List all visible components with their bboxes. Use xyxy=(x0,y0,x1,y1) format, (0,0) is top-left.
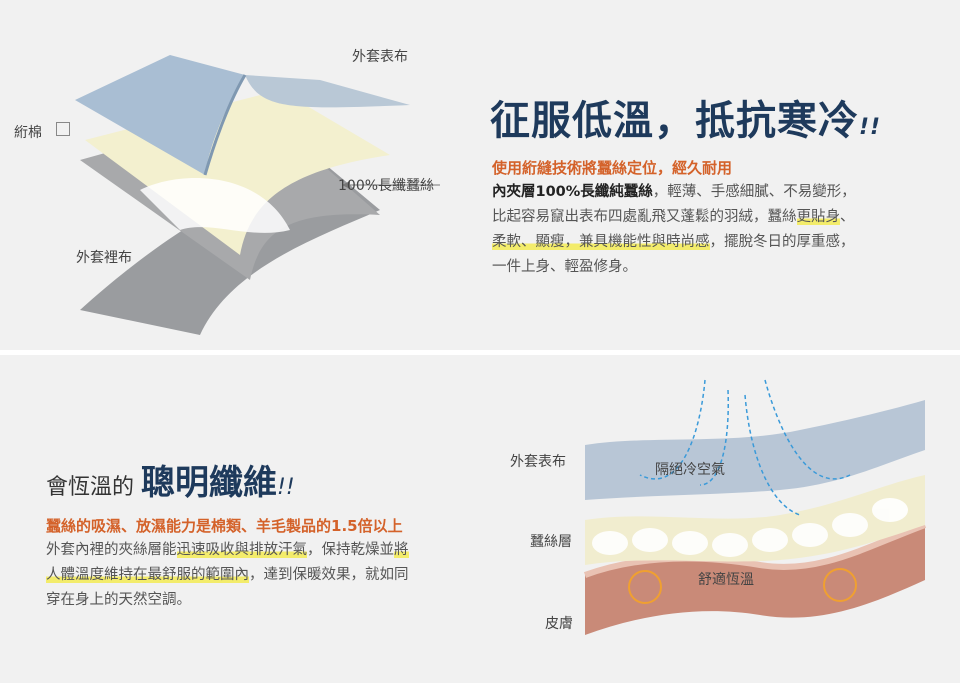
body-highlight: 更貼身 xyxy=(796,209,840,225)
outer-fabric-layer xyxy=(75,55,245,175)
label-lining: 外套裡布 xyxy=(76,250,132,266)
title-main: 聰明纖維 xyxy=(141,463,278,503)
section-body: 內夾層100%長纖純蠶絲，輕薄、手感細膩、不易變形， 比起容易竄出表布四處亂飛又… xyxy=(492,180,856,280)
body-text: ，保持乾燥並 xyxy=(307,542,394,558)
title-prefix: 會恆溫的 xyxy=(46,475,135,500)
label-outer-fabric: 外套表布 xyxy=(510,454,566,470)
skin-layer xyxy=(585,525,925,635)
body-text: 外套內裡的夾絲層能 xyxy=(46,542,177,558)
body-bold: 內夾層100%長纖純蠶絲 xyxy=(492,184,653,200)
body-highlight: 迅速吸收與排放汗氣 xyxy=(176,542,307,558)
label-silk: 100%長纖蠶絲 xyxy=(338,178,435,194)
silk-layers-section: 外套表布 絎棉 100%長纖蠶絲 外套裡布 征服低溫，抵抗寒冷!! 使用絎縫技術… xyxy=(14,49,881,335)
body-highlight: 人體溫度維持在最舒服的範圍內 xyxy=(46,567,249,583)
body-highlight: 柔軟、顯瘦，兼具機能性與時尚感 xyxy=(492,234,710,250)
label-silk-layer: 蠶絲層 xyxy=(530,534,572,550)
padding-marker xyxy=(56,122,70,136)
body-text: 比起容易竄出表布四處亂飛又蓬鬆的羽絨，蠶絲 xyxy=(492,209,797,225)
body-text: ，輕薄、手感細膩、不易變形， xyxy=(652,184,856,200)
smart-fiber-section: 會恆溫的 聰明纖維!! 蠶絲的吸濕、放濕能力是棉類、羊毛製品的1.5倍以上 外套… xyxy=(0,355,960,683)
section-title: 會恆溫的 聰明纖維!! xyxy=(46,455,295,504)
label-skin: 皮膚 xyxy=(545,616,573,632)
body-highlight: 將 xyxy=(394,542,409,558)
jacket-layers-illustration xyxy=(75,55,440,335)
label-insulate: 隔絕冷空氣 xyxy=(655,462,725,478)
body-text: 一件上身、輕盈修身。 xyxy=(492,259,637,275)
outer-fabric-layer xyxy=(585,400,925,500)
body-text: ，擺脫冬日的厚重感， xyxy=(709,234,855,250)
cold-air-arrows xyxy=(639,379,851,516)
label-comfort: 舒適恆溫 xyxy=(698,572,754,588)
label-padding: 絎棉 xyxy=(14,125,42,141)
silk-layer xyxy=(585,475,925,565)
section-title: 征服低溫，抵抗寒冷!! xyxy=(490,88,881,146)
section-subtitle: 蠶絲的吸濕、放濕能力是棉類、羊毛製品的1.5倍以上 xyxy=(46,517,403,535)
title-mark: !! xyxy=(859,115,882,140)
title-text: 征服低溫，抵抗寒冷 xyxy=(490,98,859,144)
body-text: ，達到保暖效果，就如同 xyxy=(249,567,409,583)
body-text: 、 xyxy=(840,209,855,225)
comfort-cycle-icons xyxy=(628,568,857,604)
label-outer-fabric: 外套表布 xyxy=(352,49,408,65)
title-mark: !! xyxy=(277,475,295,500)
body-text: 穿在身上的天然空調。 xyxy=(46,592,191,608)
thermal-layers-illustration xyxy=(583,379,927,635)
section-subtitle: 使用絎縫技術將蠶絲定位，經久耐用 xyxy=(492,159,733,177)
section-divider xyxy=(0,350,960,355)
section-body: 外套內裡的夾絲層能迅速吸收與排放汗氣，保持乾燥並將 人體溫度維持在最舒服的範圍內… xyxy=(46,538,409,613)
